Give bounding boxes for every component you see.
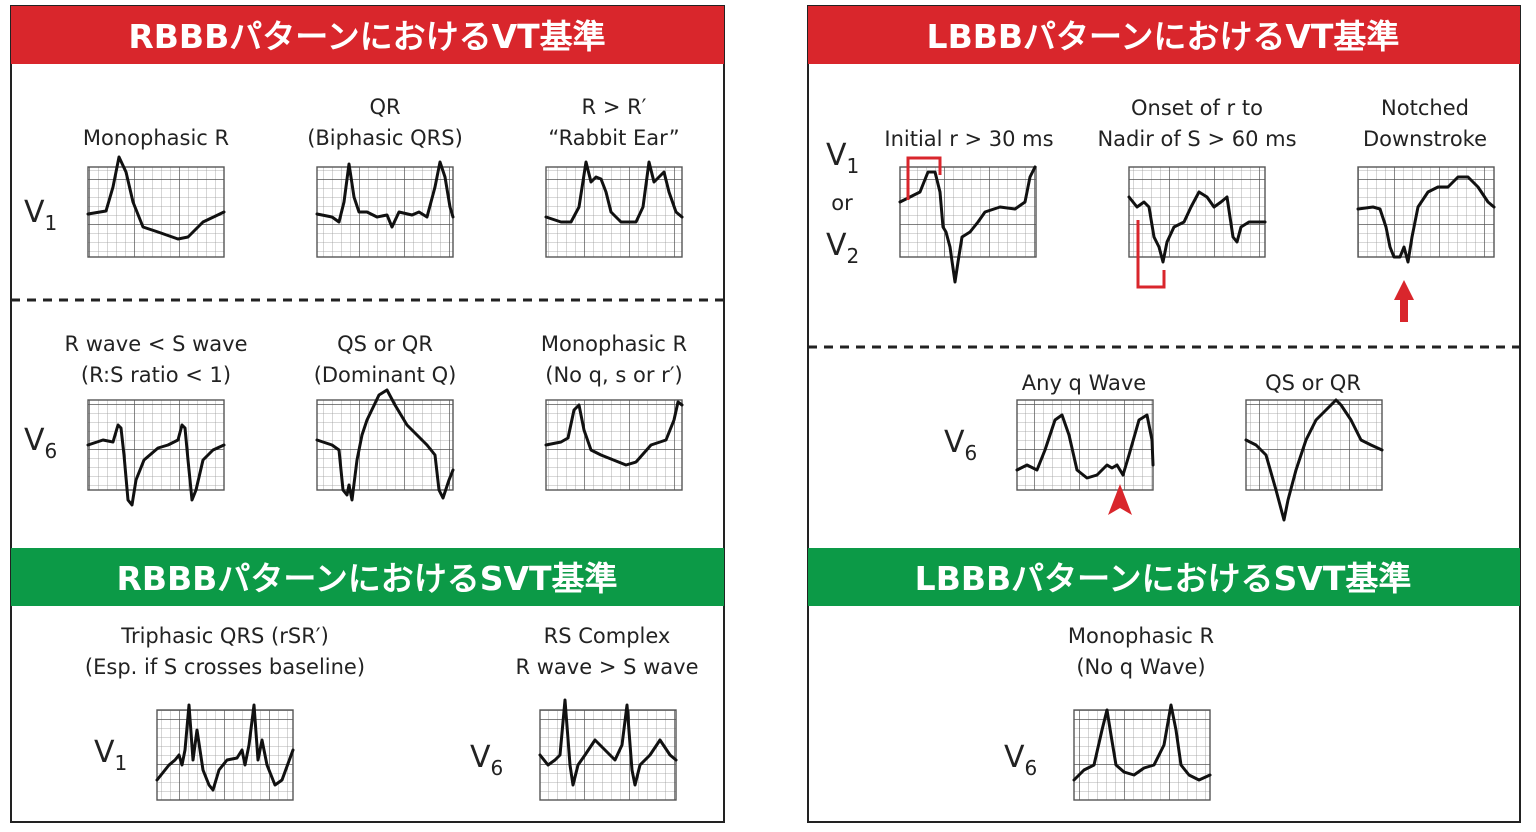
ecg-waveform	[1244, 398, 1384, 522]
criterion-label: R wave < S wave	[64, 332, 247, 356]
ecg-grids	[87, 166, 1495, 801]
ecg-grid-major	[316, 399, 454, 491]
criterion-label: “Rabbit Ear”	[548, 126, 679, 150]
ecg-waveform	[1072, 703, 1212, 782]
lead-letter: V	[944, 425, 965, 460]
ecg-grid-major	[545, 166, 683, 258]
criterion-label: Onset of r to	[1131, 96, 1263, 120]
ecg-grid-major	[1073, 709, 1211, 801]
lead-label: V6	[470, 740, 503, 780]
criterion-label: QS or QR	[337, 332, 433, 356]
ecg-waveform	[1356, 175, 1496, 264]
lead-subscript: 1	[115, 751, 128, 775]
lead-subscript: 6	[1025, 756, 1038, 780]
lead-subscript: 6	[965, 441, 978, 465]
lead-label: V1	[826, 138, 859, 178]
lead-subscript: 6	[491, 756, 504, 780]
criterion-label: Monophasic R	[83, 126, 229, 150]
vt-header-bg	[11, 6, 724, 64]
vt-header-bg	[808, 6, 1520, 64]
criterion-label: RS Complex	[544, 624, 671, 648]
section-title: LBBBパターンにおけるVT基準	[927, 17, 1400, 56]
ecg-waveform	[86, 155, 226, 241]
ecg-grid-major	[1128, 166, 1266, 258]
ecg-waveform	[538, 698, 678, 787]
lead-letter: V	[826, 138, 847, 173]
lead-subscript: 1	[45, 211, 58, 235]
section-title: LBBBパターンにおけるSVT基準	[915, 559, 1412, 598]
criterion-label: Triphasic QRS (rSR′)	[120, 624, 329, 648]
lead-subscript: 1	[847, 154, 860, 178]
ecg-waveform	[1015, 413, 1155, 480]
lead-label: V1	[24, 195, 57, 235]
criterion-label: Monophasic R	[541, 332, 687, 356]
ecg-grid-major	[87, 399, 225, 491]
ecg-grid-major	[1245, 399, 1383, 491]
ecg-waveform	[86, 423, 226, 507]
criterion-label: Any q Wave	[1022, 371, 1146, 395]
ecg-waveform	[315, 160, 455, 229]
criterion-label: (Biphasic QRS)	[307, 126, 463, 150]
svt-header-bg	[808, 548, 1520, 606]
lead-letter: V	[1004, 740, 1025, 775]
ecg-grid-major	[316, 166, 454, 258]
criterion-label: QR	[369, 95, 400, 119]
ecg-waveform	[315, 388, 455, 502]
criterion-label: Initial r > 30 ms	[884, 127, 1053, 151]
ecg-grid-major	[899, 166, 1037, 258]
criterion-label: (Dominant Q)	[314, 363, 457, 387]
criterion-label: Monophasic R	[1068, 624, 1214, 648]
ecg-waveform	[155, 703, 295, 792]
lead-label: V6	[24, 423, 57, 463]
left-panel	[10, 5, 725, 823]
lead-letter: V	[24, 195, 45, 230]
lead-letter: V	[24, 423, 45, 458]
or-label: or	[831, 191, 853, 215]
ecg-grid-major	[545, 399, 683, 491]
ecg-waveform	[544, 400, 684, 467]
ecg-waveform	[544, 160, 684, 224]
criterion-label: (Esp. if S crosses baseline)	[85, 655, 365, 679]
criterion-label: QS or QR	[1265, 371, 1361, 395]
criterion-label: (No q, s or r′)	[545, 363, 682, 387]
criterion-label: (No q Wave)	[1076, 655, 1205, 679]
criterion-label: R > R′	[582, 95, 647, 119]
lead-label: V1	[94, 735, 127, 775]
criterion-label: Notched	[1381, 96, 1469, 120]
lead-label: V6	[944, 425, 977, 465]
ecg-waveform	[1127, 190, 1267, 264]
svt-header-bg	[11, 548, 724, 606]
ecg-grid-major	[87, 166, 225, 258]
section-title: RBBBパターンにおけるSVT基準	[116, 559, 617, 598]
lead-label: V6	[1004, 740, 1037, 780]
right-panel	[807, 5, 1521, 823]
criterion-label: R wave > S wave	[515, 655, 698, 679]
criterion-label: (R:S ratio < 1)	[81, 363, 231, 387]
lead-subscript: 2	[847, 244, 860, 268]
lead-letter: V	[826, 228, 847, 263]
criterion-label: Downstroke	[1363, 127, 1487, 151]
ecg-waveform	[898, 165, 1037, 284]
criterion-label: Nadir of S > 60 ms	[1097, 127, 1296, 151]
lead-letter: V	[94, 735, 115, 770]
markers	[906, 156, 1414, 515]
ecg-waves	[86, 155, 1496, 792]
lead-letter: V	[470, 740, 491, 775]
lead-subscript: 6	[45, 439, 58, 463]
lead-label: V2	[826, 228, 859, 268]
section-title: RBBBパターンにおけるVT基準	[128, 17, 605, 56]
